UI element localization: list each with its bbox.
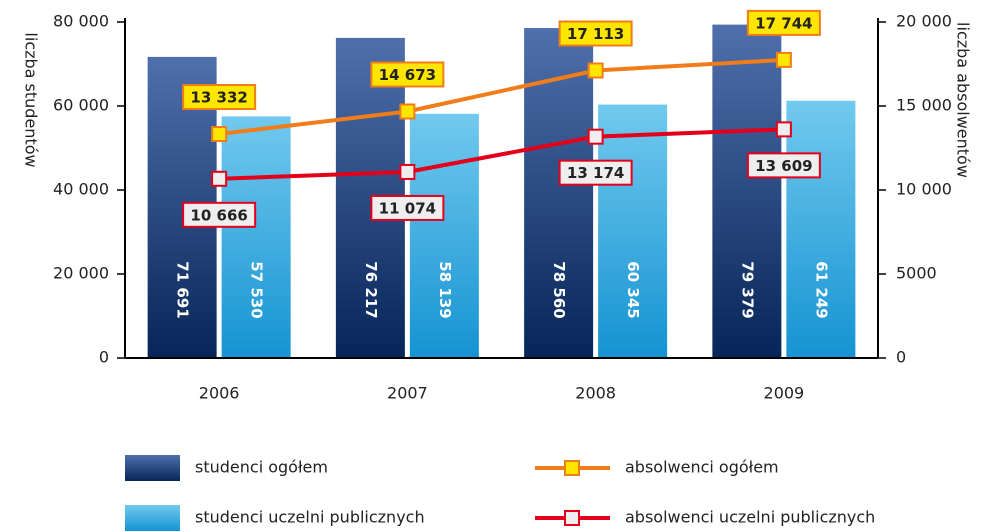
marker bbox=[211, 170, 228, 187]
bar-value-label: 76 217 bbox=[362, 261, 380, 318]
bar-value-label: 57 530 bbox=[248, 261, 266, 318]
line-value-label: 13 332 bbox=[190, 89, 247, 107]
value-label-box bbox=[370, 194, 445, 221]
value-label-box bbox=[182, 84, 257, 111]
y2-tick-label: 20 000 bbox=[896, 12, 952, 31]
marker bbox=[211, 126, 228, 143]
bar-value-label: 79 379 bbox=[738, 261, 756, 318]
line-value-label: 11 074 bbox=[379, 199, 436, 217]
value-label-box bbox=[746, 152, 821, 179]
x-tick-label: 2008 bbox=[575, 384, 616, 403]
line-value-label: 10 666 bbox=[190, 206, 247, 224]
x-tick-label: 2009 bbox=[764, 384, 805, 403]
bar-value-label: 78 560 bbox=[550, 261, 568, 318]
value-label-box bbox=[746, 9, 821, 36]
bar-value-label: 58 139 bbox=[436, 261, 454, 318]
line bbox=[218, 57, 784, 137]
bar bbox=[221, 116, 291, 359]
legend-label: studenci ogółem bbox=[195, 458, 328, 477]
y-axis-label: liczba studentów bbox=[22, 32, 41, 167]
marker bbox=[775, 121, 792, 138]
legend-marker bbox=[564, 510, 580, 526]
bar bbox=[786, 100, 856, 358]
bar bbox=[598, 104, 668, 359]
marker bbox=[775, 51, 792, 68]
value-label-box bbox=[182, 201, 257, 228]
value-label-box bbox=[370, 61, 445, 88]
bar-value-label: 60 345 bbox=[624, 261, 642, 318]
y2-tick-label: 15 000 bbox=[896, 96, 952, 115]
marker bbox=[399, 163, 416, 180]
line-value-label: 14 673 bbox=[379, 66, 436, 84]
legend-label: absolwenci uczelni publicznych bbox=[625, 508, 875, 527]
y2-tick-label: 5000 bbox=[896, 264, 937, 283]
marker bbox=[587, 62, 604, 79]
bar-value-label: 71 691 bbox=[174, 261, 192, 318]
line-value-label: 13 174 bbox=[567, 164, 624, 182]
bar bbox=[712, 24, 782, 358]
line-value-label: 13 609 bbox=[755, 157, 812, 175]
legend-swatch bbox=[125, 455, 180, 481]
y2-tick-label: 0 bbox=[896, 348, 906, 367]
legend-swatch bbox=[125, 505, 180, 531]
legend-label: studenci uczelni publicznych bbox=[195, 508, 425, 527]
y-tick-label: 20 000 bbox=[53, 264, 109, 283]
y2-axis-label: liczba absolwentów bbox=[954, 22, 973, 178]
marker bbox=[399, 103, 416, 120]
y-tick-label: 80 000 bbox=[53, 12, 109, 31]
line bbox=[219, 127, 784, 181]
x-tick-label: 2007 bbox=[387, 384, 428, 403]
marker bbox=[587, 128, 604, 145]
x-tick-label: 2006 bbox=[199, 384, 240, 403]
line-value-label: 17 744 bbox=[755, 14, 812, 32]
y-tick-label: 0 bbox=[99, 348, 109, 367]
bar bbox=[409, 113, 479, 359]
value-label-box bbox=[558, 20, 633, 47]
y-tick-label: 40 000 bbox=[53, 180, 109, 199]
legend-marker bbox=[564, 460, 580, 476]
value-label-box bbox=[558, 159, 633, 186]
legend-label: absolwenci ogółem bbox=[625, 458, 779, 477]
y-tick-label: 60 000 bbox=[53, 96, 109, 115]
y2-tick-label: 10 000 bbox=[896, 180, 952, 199]
bar-value-label: 61 249 bbox=[812, 261, 830, 318]
line-value-label: 17 113 bbox=[567, 25, 624, 43]
